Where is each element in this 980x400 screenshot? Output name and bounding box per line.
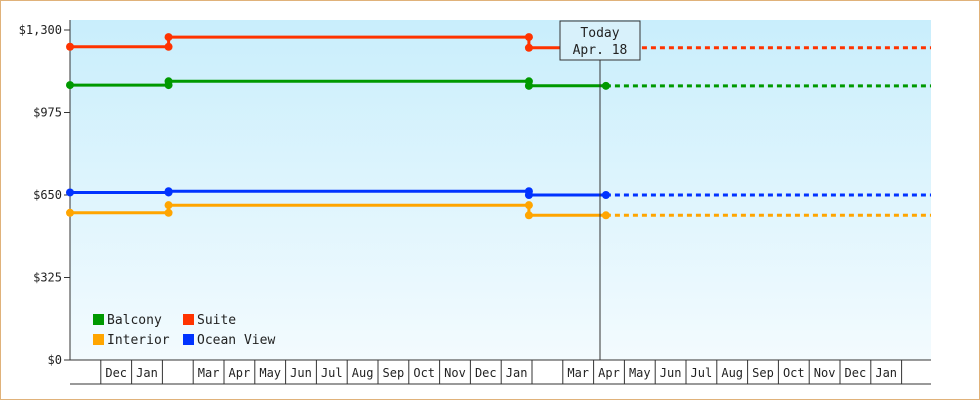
x-tick-label: Nov — [814, 366, 836, 380]
data-point[interactable] — [66, 188, 74, 197]
data-point[interactable] — [164, 208, 173, 217]
x-tick-label: Dec — [475, 366, 497, 380]
x-tick-label: Jan — [506, 366, 528, 380]
x-tick-label: Nov — [444, 366, 466, 380]
data-point[interactable] — [164, 42, 173, 51]
x-tick-label: Sep — [383, 366, 405, 380]
x-tick-label: Oct — [413, 366, 435, 380]
series-line — [70, 79, 606, 88]
y-tick-label: $325 — [33, 271, 62, 285]
today-box — [559, 20, 641, 61]
data-point[interactable] — [524, 211, 533, 220]
legend-item-ocean-view[interactable]: Ocean View — [183, 333, 275, 348]
x-tick-label: Jan — [875, 366, 897, 380]
x-tick-label: Dec — [845, 366, 867, 380]
series-line — [70, 35, 606, 50]
y-tick-label: $650 — [33, 188, 62, 202]
data-point[interactable] — [164, 187, 173, 196]
data-point[interactable] — [66, 208, 74, 217]
y-axis: $0 $325 $650 $975 $1,300 — [19, 20, 71, 367]
x-tick-label: Jun — [660, 366, 682, 380]
today-marker: Today Apr. 18 — [559, 20, 641, 360]
x-tick-label: May — [629, 366, 651, 380]
x-tick-label: Jun — [290, 366, 312, 380]
series-layer — [66, 33, 931, 220]
data-point[interactable] — [164, 201, 173, 210]
data-point[interactable] — [524, 43, 533, 52]
legend-item-suite[interactable]: Suite — [183, 313, 236, 328]
x-axis: Dec Jan Mar Apr May Jun Jul Aug Sep Oct Nov Dec Jan M… — [70, 359, 931, 385]
legend-label: Balcony — [107, 313, 162, 328]
data-point[interactable] — [524, 33, 533, 42]
legend-label: Suite — [197, 313, 236, 328]
series-line — [70, 189, 606, 197]
data-point[interactable] — [524, 81, 533, 90]
x-tick-label: Aug — [721, 366, 743, 380]
legend-item-balcony[interactable]: Balcony — [93, 313, 162, 328]
x-tick-label: Apr — [229, 366, 251, 380]
series-ocean-view — [66, 187, 931, 199]
series-balcony — [66, 77, 931, 90]
x-tick-label: May — [259, 366, 281, 380]
legend-label: Ocean View — [197, 333, 275, 348]
x-tick-label: Oct — [783, 366, 805, 380]
y-tick-label: $975 — [33, 106, 62, 120]
today-date: Apr. 18 — [573, 43, 628, 58]
x-tick-label: Jul — [321, 366, 343, 380]
data-point[interactable] — [164, 33, 173, 42]
data-point[interactable] — [164, 77, 173, 86]
data-point[interactable] — [66, 42, 74, 51]
y-tick-label: $1,300 — [19, 23, 62, 37]
legend-swatch — [93, 314, 104, 325]
data-point[interactable] — [524, 191, 533, 199]
series-interior — [66, 201, 931, 220]
series-suite — [66, 33, 931, 52]
legend-swatch — [183, 314, 194, 325]
y-tick-label: $0 — [48, 353, 62, 367]
legend-swatch — [183, 334, 194, 345]
data-point[interactable] — [66, 81, 74, 90]
legend: Balcony Suite Interior Ocean View — [93, 313, 275, 348]
x-tick-label: Mar — [198, 366, 220, 380]
x-tick-label: Dec — [105, 366, 127, 380]
legend-swatch — [93, 334, 104, 345]
legend-label: Interior — [107, 333, 170, 348]
x-tick-label: Sep — [752, 366, 774, 380]
x-tick-label: Jan — [136, 366, 158, 380]
x-tick-label: Apr — [598, 366, 620, 380]
today-label: Today — [580, 26, 619, 41]
x-tick-label: Mar — [567, 366, 589, 380]
data-point[interactable] — [524, 201, 533, 210]
legend-item-interior[interactable]: Interior — [93, 333, 170, 348]
series-line — [70, 203, 606, 217]
x-tick-label: Aug — [352, 366, 374, 380]
x-tick-label: Jul — [691, 366, 713, 380]
